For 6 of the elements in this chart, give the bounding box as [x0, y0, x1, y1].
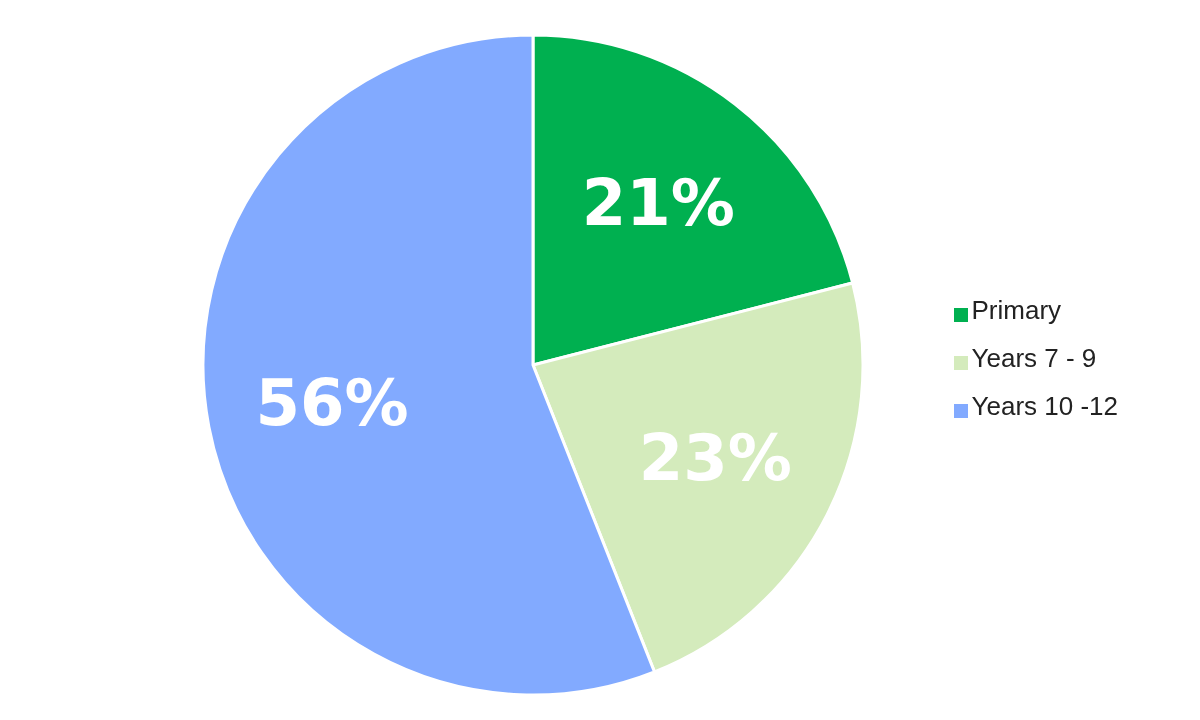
data-label: 23%: [638, 420, 792, 495]
legend-label: Primary: [971, 295, 1062, 325]
legend-label: Years 10 -12: [971, 391, 1118, 421]
data-label: 56%: [255, 366, 409, 441]
legend-label: Years 7 - 9: [971, 343, 1097, 373]
data-label: 21%: [581, 166, 735, 241]
